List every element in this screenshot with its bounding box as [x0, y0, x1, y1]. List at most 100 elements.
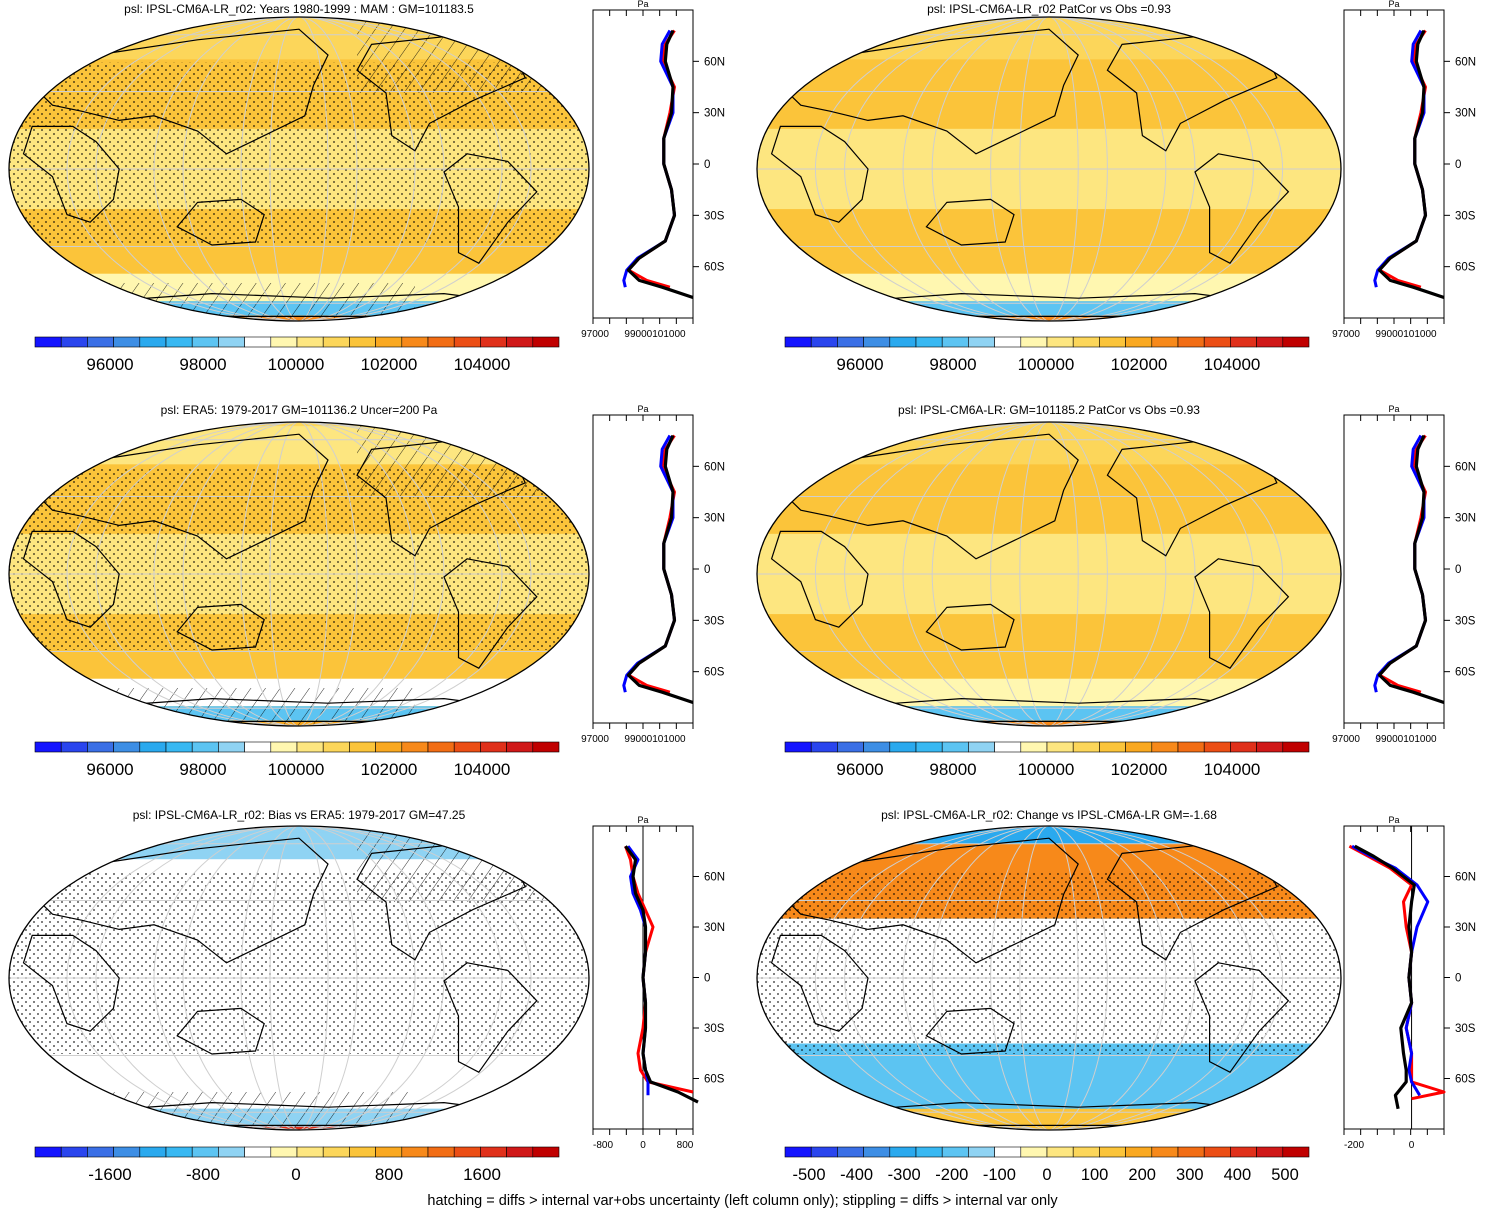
coastline-south-america: [443, 558, 538, 669]
colorbar-swatch: [1046, 741, 1074, 753]
map-border: [756, 825, 1342, 1131]
field-band: [9, 422, 589, 427]
graticule-meridian: [931, 17, 1167, 321]
profile-x-label: 97000: [581, 329, 609, 340]
colorbar-swatch: [34, 1146, 62, 1158]
colorbar-label: 104000: [454, 355, 511, 374]
hatching: [96, 283, 415, 321]
profile-x-label: 99000101000: [624, 329, 686, 340]
coastline-africa: [770, 530, 869, 628]
graticule-meridian: [269, 826, 329, 1130]
profile-lat-label: 60N: [1455, 872, 1476, 884]
colorbar-swatch: [87, 1146, 114, 1158]
colorbar-swatch: [837, 336, 864, 348]
coastline-africa: [22, 934, 120, 1032]
colorbar-swatch: [532, 741, 560, 753]
graticule-meridian: [931, 826, 1167, 1130]
colorbar-label: 104000: [1204, 760, 1261, 779]
colorbar-swatch: [1020, 1146, 1048, 1158]
colorbar-swatch: [34, 741, 62, 753]
colorbar-swatch: [60, 336, 88, 348]
map-border: [756, 16, 1342, 322]
field-band: [757, 426, 1341, 465]
colorbar-swatch: [994, 741, 1022, 753]
colorbar-swatch: [915, 336, 943, 348]
colorbar-swatch: [453, 1146, 481, 1158]
colorbar-label: 96000: [836, 355, 883, 374]
zonal-profile: 60N 30N 0 30S 60S Pa 97000 99000101000: [1332, 0, 1476, 340]
profile-x-label: 99000101000: [1375, 734, 1437, 745]
zonal-profile: 60N 30N 0 30S 60S Pa 97000 99000101000: [1332, 404, 1476, 745]
colorbar-label: 100000: [268, 355, 325, 374]
colorbar-swatch: [863, 741, 891, 753]
graticule-meridian: [814, 422, 1284, 726]
zonal-profile: 60N 30N 0 30S 60S Pa -200 0: [1343, 815, 1476, 1151]
colorbar-swatch: [113, 336, 141, 348]
coastline-south-america: [1194, 558, 1290, 669]
profile-lat-label: 60N: [1455, 461, 1476, 473]
coastline-greenland: [471, 832, 532, 858]
colorbar-swatch: [296, 336, 324, 348]
panel-5: psl: IPSL-CM6A-LR_r02: Bias vs ERA5: 197…: [8, 808, 725, 1184]
profile-lat-label: 60N: [704, 56, 725, 68]
field-band: [757, 209, 1341, 274]
colorbar-label: 300: [1176, 1166, 1204, 1184]
graticule-meridian: [240, 826, 358, 1130]
colorbar-swatch: [165, 1146, 193, 1158]
colorbar-swatch: [87, 741, 114, 753]
panel-2: psl: IPSL-CM6A-LR_r02 PatCor vs Obs =0.9…: [756, 0, 1476, 374]
graticule-meridian: [1019, 422, 1079, 726]
colorbar: 96000 98000 100000 102000 104000: [784, 741, 1310, 779]
field-band: [9, 426, 589, 465]
profile-lat-label: 30N: [1455, 108, 1476, 120]
colorbar-swatch: [1256, 1146, 1284, 1158]
profile-series-line: [1377, 29, 1445, 300]
colorbar-label: 102000: [1111, 355, 1168, 374]
colorbar-label: 98000: [929, 760, 976, 779]
colorbar-swatch: [191, 741, 219, 753]
graticule-meridian: [844, 422, 1254, 726]
colorbar-swatch: [375, 1146, 403, 1158]
colorbar-swatch: [349, 336, 376, 348]
profile-lat-label: 0: [1455, 973, 1461, 985]
profile-lat-label: 60S: [1455, 667, 1476, 679]
profile-lat-label: 30N: [1455, 922, 1476, 934]
graticule-meridian: [240, 17, 358, 321]
profile-frame: [592, 9, 694, 319]
zonal-profile: 60N 30N 0 30S 60S Pa -800 0 800: [592, 815, 725, 1151]
colorbar-swatch: [1282, 1146, 1310, 1158]
colorbar-swatch: [191, 1146, 219, 1158]
coastline-eurasia: [779, 837, 1079, 964]
profile-lat-label: 0: [704, 159, 710, 171]
profile-lat-label: 60S: [704, 262, 725, 274]
profile-frame: [1343, 414, 1445, 724]
colorbar-swatch: [968, 336, 995, 348]
coastline-eurasia: [779, 433, 1079, 560]
panel-title: psl: IPSL-CM6A-LR_r02: Years 1980-1999 :…: [124, 2, 474, 16]
coastline-greenland: [471, 23, 532, 49]
colorbar-label: 96000: [86, 760, 133, 779]
colorbar-swatch: [1072, 741, 1100, 753]
colorbar-swatch: [270, 1146, 298, 1158]
hatching: [96, 1092, 415, 1130]
colorbar-label: -300: [888, 1166, 921, 1184]
colorbar-label: 400: [1224, 1166, 1252, 1184]
field-band: [9, 21, 589, 60]
colorbar-swatch: [941, 1146, 969, 1158]
colorbar-swatch: [113, 1146, 141, 1158]
graticule-meridian: [182, 17, 416, 321]
map: [9, 17, 589, 321]
graticule-meridian: [990, 826, 1108, 1130]
colorbar-swatch: [165, 336, 193, 348]
profile-lat-label: 30N: [704, 108, 725, 120]
colorbar-swatch: [863, 1146, 891, 1158]
profile-x-label: 800: [677, 1140, 694, 1151]
colorbar-swatch: [1020, 336, 1048, 348]
profile-lat-label: 30S: [1455, 210, 1476, 222]
colorbar-label: 0: [291, 1165, 300, 1184]
graticule-meridian: [66, 422, 532, 726]
panel-4: psl: IPSL-CM6A-LR: GM=101185.2 PatCor vs…: [756, 403, 1476, 779]
colorbar-label: 98000: [179, 355, 226, 374]
graticule-meridian: [1019, 17, 1079, 321]
colorbar-swatch: [401, 741, 429, 753]
